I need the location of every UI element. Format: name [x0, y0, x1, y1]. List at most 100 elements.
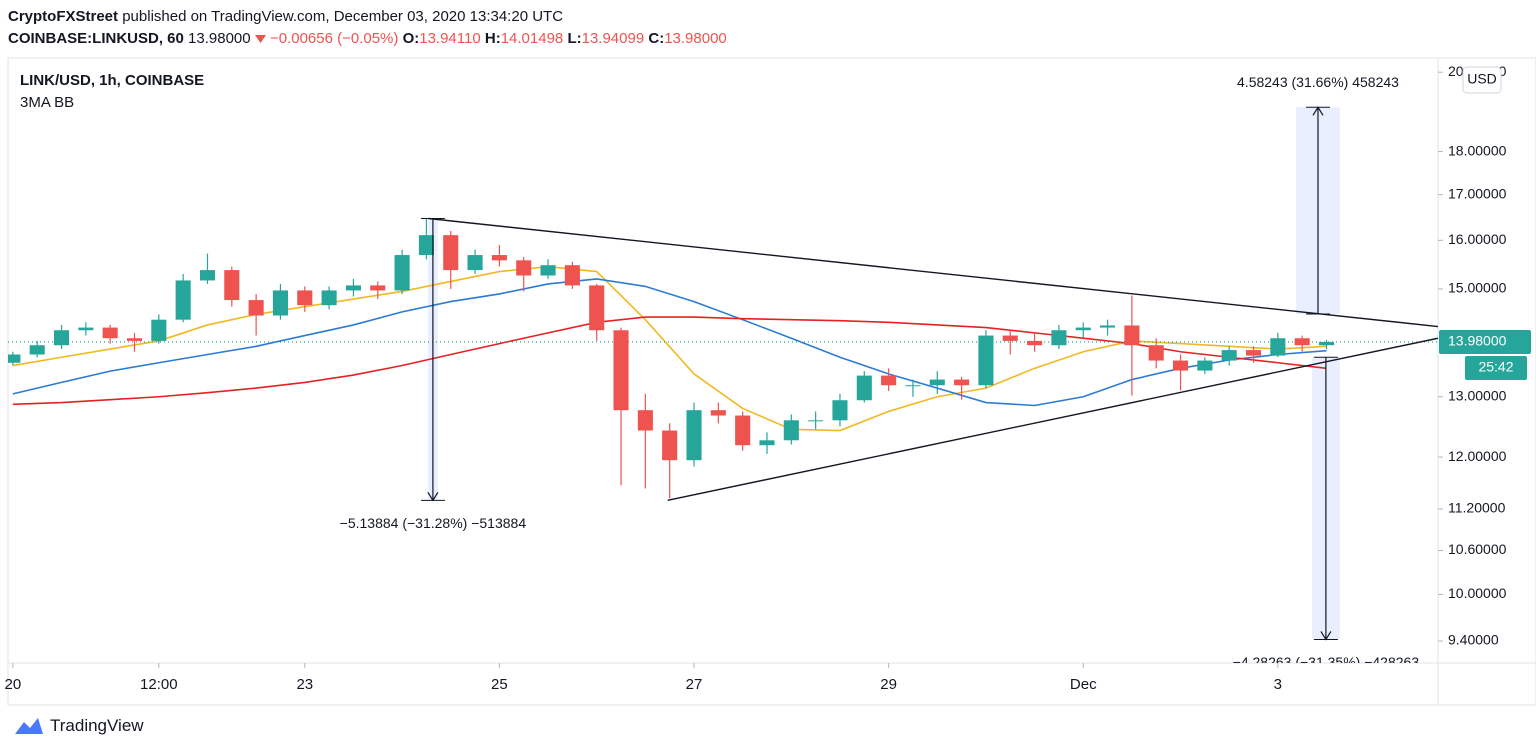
candle-body: [1075, 327, 1091, 331]
y-tick-label: 9.40000: [1448, 632, 1499, 648]
candle-body: [126, 338, 143, 341]
currency-label: USD: [1467, 71, 1497, 87]
candle-body: [589, 285, 605, 331]
footer-text: TradingView: [50, 716, 144, 735]
last-price-label: 13.98000: [1448, 333, 1507, 349]
published: published on TradingView.com, December 0…: [122, 8, 564, 25]
candle-body: [175, 280, 191, 320]
y-tick-label: 10.60000: [1448, 541, 1507, 557]
candle-body: [759, 440, 775, 446]
candle-body: [1318, 341, 1335, 346]
y-tick-label: 13.00000: [1448, 387, 1507, 403]
candle-body: [1027, 340, 1043, 346]
candle-body: [272, 290, 288, 316]
y-tick-label: 16.00000: [1448, 231, 1507, 247]
candle-body: [29, 345, 45, 355]
x-tick-label: 29: [880, 676, 897, 693]
candle-body: [710, 410, 726, 416]
change: −0.00656 (−0.05%): [269, 30, 399, 47]
last: 13.98000: [188, 30, 251, 47]
y-tick-label: 18.00000: [1448, 142, 1507, 158]
ohlc-key: C:: [648, 30, 665, 47]
measure-label: −4.28263 (−31.35%) −428263: [1233, 654, 1420, 670]
x-tick-label: 23: [296, 676, 313, 693]
candle-body: [1100, 325, 1116, 328]
chart: −5.13884 (−31.28%) −513884 4.58243 (31.66…: [5, 57, 1536, 706]
ohlc-value: 13.98000: [664, 30, 727, 47]
last-price-badge: [1439, 329, 1531, 354]
candle-body: [856, 375, 872, 401]
countdown-label: 25:42: [1478, 359, 1513, 375]
x-tick-label: 27: [686, 676, 703, 693]
candle-body: [345, 285, 361, 291]
candle-body: [637, 410, 653, 431]
y-tick-label: 10.00000: [1448, 585, 1507, 601]
candle-body: [686, 410, 702, 461]
measure-label: 4.58243 (31.66%) 458243: [1237, 74, 1399, 90]
trendline: [428, 217, 1438, 328]
candle-body: [1197, 360, 1213, 371]
x-tick-label: 3: [1274, 676, 1282, 693]
symbol: COINBASE:LINKUSD, 60: [8, 30, 184, 47]
axes: 9.40000 10.00000 10.60000 11.20000 12.00000 1…: [5, 63, 1531, 693]
candle-body: [1221, 350, 1237, 361]
y-tick-label: 15.00000: [1448, 280, 1507, 296]
chart-frame: [7, 57, 1536, 706]
candle-body: [394, 255, 410, 291]
candle-body: [321, 290, 337, 306]
candle-body: [540, 265, 556, 276]
x-tick-label: 25: [491, 676, 508, 693]
candle-body: [1148, 345, 1164, 361]
candle-body: [1002, 335, 1018, 341]
candle-body: [491, 255, 507, 261]
candle-body: [1124, 325, 1140, 346]
currency-badge: [1462, 66, 1502, 94]
y-tick-label: 12.00000: [1448, 448, 1507, 464]
x-tick-label: 12:00: [140, 676, 178, 693]
logo: [15, 718, 43, 734]
candle-body: [1245, 350, 1262, 356]
candle-body: [8, 354, 21, 363]
header-line: COINBASE:LINKUSD, 60 13.98000 −0.00656 (…: [8, 28, 727, 50]
candle-body: [78, 327, 94, 331]
measure-label: −5.13884 (−31.28%) −513884: [340, 515, 527, 531]
candle-body: [808, 420, 824, 422]
moving-average: [12, 265, 1327, 432]
moving-average: [12, 278, 1327, 407]
ohlc-value: 13.94110: [419, 30, 481, 47]
candle-body: [151, 319, 167, 341]
candle-body: [735, 415, 751, 446]
footer: TradingView: [14, 716, 144, 736]
candle-body: [929, 379, 945, 386]
down-arrow: [254, 35, 266, 44]
ohlc: O:13.94110 H:14.01498 L:13.94099 C:13.98…: [403, 30, 727, 47]
ohlc-key: L:: [567, 30, 582, 47]
candle-body: [1294, 338, 1310, 346]
header: CryptoFXStreet published on TradingView.…: [8, 6, 727, 50]
candle-body: [881, 375, 897, 386]
publisher: CryptoFXStreet: [8, 8, 119, 25]
trendline: [667, 337, 1438, 502]
candle-body: [1051, 330, 1067, 346]
plot: −5.13884 (−31.28%) −513884 4.58243 (31.66…: [8, 74, 1438, 670]
candle-body: [443, 235, 459, 271]
y-tick-label: 17.00000: [1448, 185, 1507, 201]
chart-title: LINK/USD, 1h, COINBASE: [20, 72, 204, 89]
candle-body: [224, 270, 240, 301]
countdown-badge: [1465, 355, 1527, 380]
header-line: CryptoFXStreet published on TradingView.…: [8, 6, 727, 28]
x-tick-label: Dec: [1070, 676, 1097, 693]
candle-body: [613, 330, 629, 411]
candle-body: [102, 327, 118, 339]
candle-body: [978, 335, 994, 386]
candle-body: [53, 330, 70, 346]
candle-body: [297, 290, 313, 306]
candle-body: [199, 270, 216, 281]
ohlc-key: O:: [402, 30, 420, 47]
candle-body: [1270, 338, 1286, 356]
candle-body: [467, 255, 483, 271]
candle-body: [516, 260, 532, 276]
candle-body: [905, 385, 921, 387]
candle-body: [248, 300, 264, 316]
